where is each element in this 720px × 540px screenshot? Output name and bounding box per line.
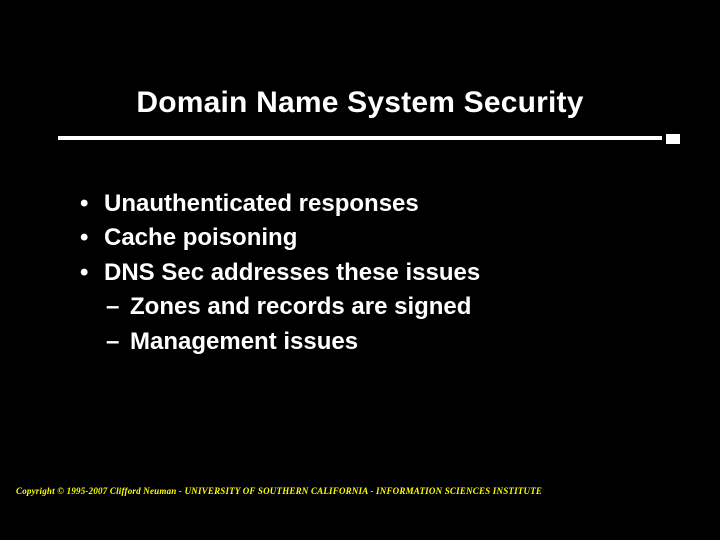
list-item-text: Unauthenticated responses (104, 190, 419, 217)
slide: Domain Name System Security • Unauthenti… (0, 0, 720, 540)
list-subitem-text: Zones and records are signed (130, 293, 471, 320)
list-subitem: – Management issues (76, 326, 656, 358)
title-underline (58, 134, 662, 148)
list-item: • Unauthenticated responses (76, 188, 656, 220)
list-item-text: Cache poisoning (104, 224, 297, 251)
list-item: • DNS Sec addresses these issues (76, 257, 656, 289)
bullet-icon: • (80, 188, 88, 220)
list-item-text: DNS Sec addresses these issues (104, 259, 480, 286)
title-container: Domain Name System Security (0, 86, 720, 120)
list-subitem: – Zones and records are signed (76, 291, 656, 323)
dash-icon: – (106, 291, 119, 323)
dash-icon: – (106, 326, 119, 358)
copyright-footer: Copyright © 1995-2007 Clifford Neuman - … (16, 486, 542, 496)
bullet-icon: • (80, 257, 88, 289)
underline-bar (58, 136, 662, 140)
list-item: • Cache poisoning (76, 222, 656, 254)
list-subitem-text: Management issues (130, 328, 358, 355)
underline-endcap (666, 134, 680, 144)
bullet-icon: • (80, 222, 88, 254)
slide-title: Domain Name System Security (136, 86, 583, 120)
bullet-list: • Unauthenticated responses • Cache pois… (76, 188, 656, 360)
